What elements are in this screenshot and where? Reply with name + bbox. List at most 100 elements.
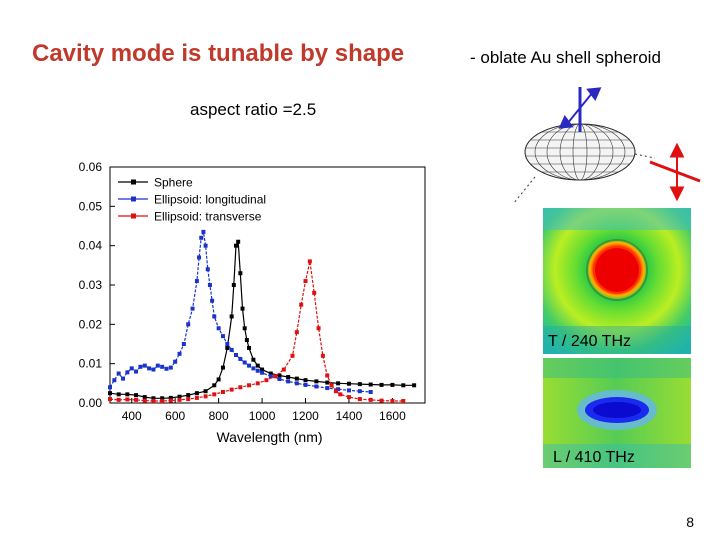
data-point (260, 367, 265, 372)
data-point (273, 374, 278, 379)
data-point (268, 374, 273, 379)
series-line (109, 261, 404, 402)
data-point (125, 370, 130, 375)
data-point (116, 371, 121, 376)
x-tick-label: 1200 (292, 409, 319, 423)
data-point (255, 368, 260, 373)
y-tick-label: 0.06 (79, 160, 103, 174)
data-point (412, 383, 417, 388)
data-point (299, 302, 304, 307)
spheroid-illustration (512, 87, 701, 205)
data-point (186, 397, 191, 402)
data-point (251, 357, 256, 362)
legend-marker (131, 196, 136, 202)
data-point (151, 396, 156, 401)
page-number: 8 (686, 514, 694, 530)
legend-marker (131, 213, 136, 219)
data-point (220, 389, 225, 394)
data-point (160, 399, 165, 404)
data-point (357, 397, 362, 402)
y-tick-label: 0.01 (79, 357, 103, 371)
data-point (229, 314, 234, 319)
data-point (125, 392, 130, 397)
data-point (164, 366, 169, 371)
data-point (264, 378, 269, 383)
data-point (160, 364, 165, 369)
y-tick-label: 0.00 (79, 396, 103, 410)
data-point (290, 353, 295, 358)
data-point (210, 298, 215, 303)
data-point (201, 229, 206, 234)
data-point (121, 376, 126, 381)
data-point (247, 363, 252, 368)
legend-label: Ellipsoid: longitudinal (154, 193, 266, 207)
data-point (346, 395, 351, 400)
slide-title: Cavity mode is tunable by shape (32, 40, 405, 67)
data-point (329, 383, 334, 388)
data-point (225, 345, 230, 350)
data-point (194, 279, 199, 284)
data-point (216, 326, 221, 331)
data-point (368, 389, 373, 394)
data-point (234, 243, 238, 248)
data-point (205, 267, 210, 272)
data-point (236, 239, 241, 244)
data-point (314, 379, 319, 384)
data-point (247, 345, 252, 350)
data-point (379, 398, 384, 403)
data-point (401, 399, 406, 404)
data-point (325, 386, 330, 391)
data-point (242, 360, 247, 365)
x-tick-label: 800 (209, 409, 229, 423)
data-point (260, 370, 265, 375)
data-point (240, 306, 245, 311)
data-point (357, 382, 362, 387)
data-point (129, 366, 134, 371)
data-point (134, 393, 139, 398)
data-point (134, 397, 139, 402)
data-point (325, 373, 330, 378)
data-point (338, 392, 343, 397)
data-point (390, 382, 395, 387)
aspect-ratio-label: aspect ratio =2.5 (190, 100, 317, 119)
polarization-arrow-blue-icon (558, 87, 602, 132)
data-point (307, 259, 312, 264)
data-point (181, 342, 186, 346)
data-point (155, 363, 160, 368)
data-point (142, 398, 147, 403)
data-point (286, 379, 291, 384)
data-point (225, 342, 230, 346)
data-point (203, 389, 208, 394)
x-tick-label: 1600 (379, 409, 406, 423)
data-point (194, 395, 199, 400)
data-point (316, 326, 321, 331)
slide-subtitle: - oblate Au shell spheroid (470, 48, 661, 67)
data-point (294, 330, 299, 335)
data-point (212, 392, 217, 397)
field-map-top-label: T / 240 THz (548, 333, 631, 350)
data-point (125, 397, 130, 402)
data-point (151, 367, 156, 372)
series-line (109, 239, 415, 399)
data-point (203, 243, 208, 248)
data-point (116, 392, 121, 397)
data-point (229, 347, 234, 352)
data-point (212, 383, 217, 388)
data-point (314, 384, 319, 389)
legend-marker (131, 179, 136, 185)
data-point (177, 351, 182, 356)
legend-label: Ellipsoid: transverse (154, 210, 262, 224)
polarization-arrow-red-icon (649, 142, 701, 202)
data-point (336, 387, 341, 392)
data-point (138, 364, 143, 369)
y-tick-label: 0.04 (79, 239, 103, 253)
data-point (390, 399, 395, 404)
data-point (197, 255, 202, 260)
x-axis-label: Wavelength (nm) (216, 429, 322, 445)
data-point (244, 338, 249, 343)
data-point (134, 369, 139, 374)
spheroid-wireframe (512, 96, 656, 205)
data-point (168, 398, 173, 403)
data-point (277, 377, 282, 382)
data-point (199, 235, 204, 240)
